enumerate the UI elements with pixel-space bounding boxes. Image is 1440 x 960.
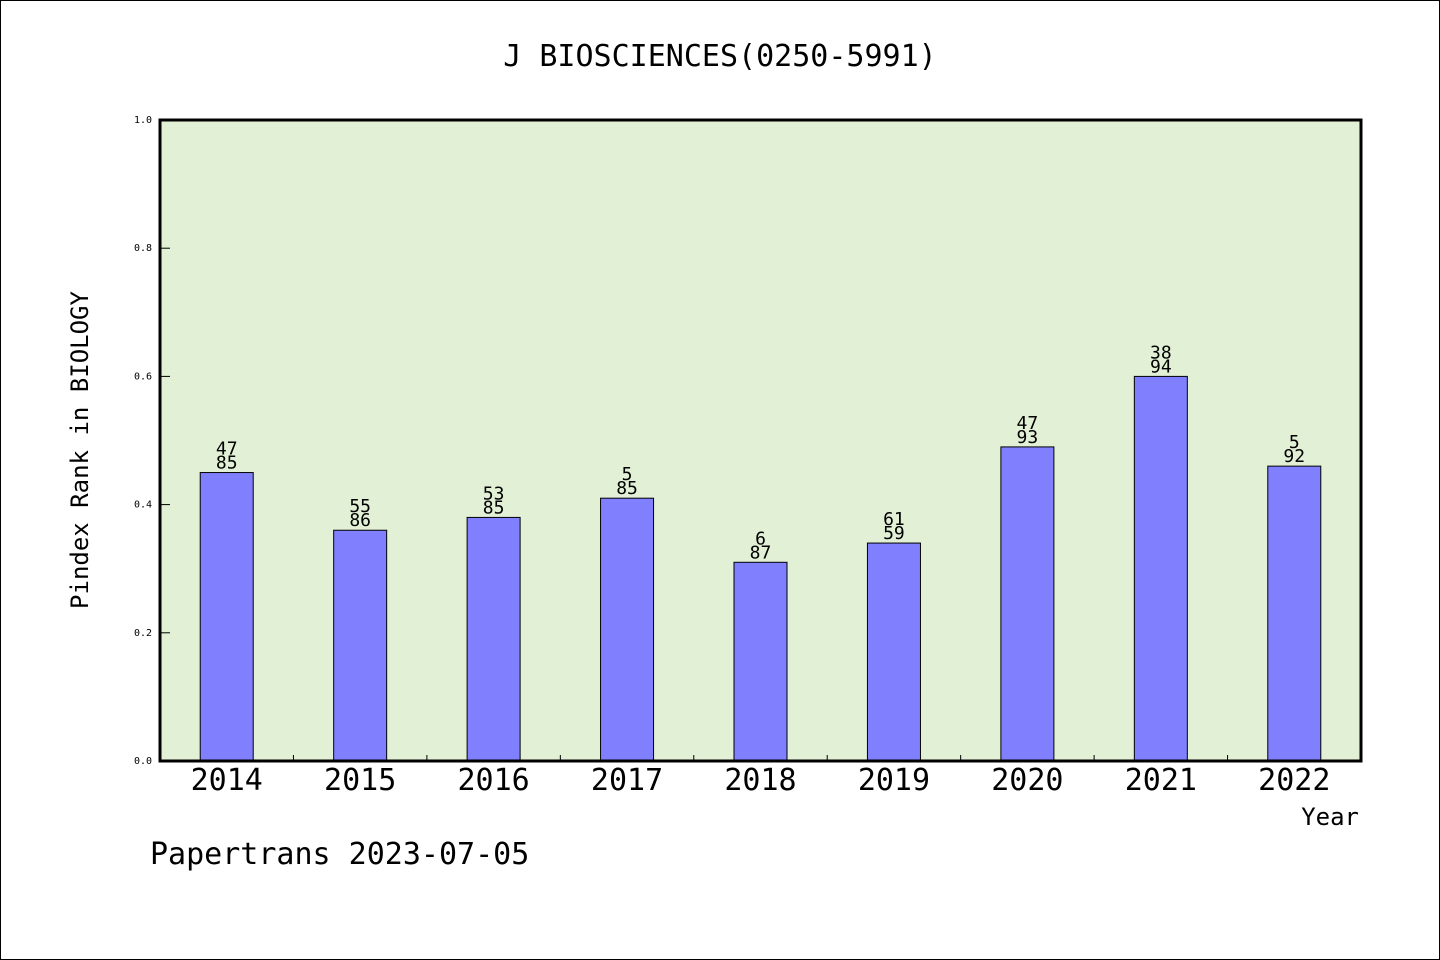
x-tick-label: 2015 [324,763,396,798]
bar-label-top: 53 [483,483,505,504]
y-tick-label: 0.6 [134,371,152,382]
bars [199,375,1322,762]
bar-label-bottom: 87 [750,542,772,563]
bar-label-top: 6 [755,528,766,549]
bar-label-top: 47 [216,439,238,460]
x-axis-label: Year [1301,803,1359,831]
bar-2019 [866,542,921,762]
x-tick-label: 2022 [1258,763,1330,798]
plot-border [158,118,1363,763]
y-tick-label: 0.2 [134,628,152,639]
bar-label-bottom: 92 [1283,446,1305,467]
bar-2022 [1267,465,1322,762]
y-tick-label: 1.0 [134,115,152,126]
x-axis-ticks: 2014 2015 2016 2017 2018 2019 2020 2021 2022 [191,755,1330,798]
bar-label-top: 5 [1289,432,1300,453]
bar-2016 [466,516,521,762]
x-tick-label: 2018 [724,763,796,798]
bar-label-bottom: 59 [883,523,905,544]
bar-label-top: 55 [349,496,371,517]
bar-label-bottom: 94 [1150,356,1172,377]
bar-2017 [600,497,655,762]
chart-title: J BIOSCIENCES(0250-5991) [503,39,936,74]
bar-label-bottom: 93 [1017,427,1039,448]
x-tick-label: 2020 [991,763,1063,798]
y-tick-label: 0.8 [134,243,152,254]
bar-label-top: 5 [622,464,633,485]
y-tick-label: 0.4 [134,500,152,511]
bar-label-bottom: 85 [216,453,238,474]
y-tick-label: 0.0 [134,756,152,767]
bar-label-bottom: 85 [483,497,505,518]
x-tick-label: 2021 [1125,763,1197,798]
x-tick-label: 2019 [858,763,930,798]
bar-label-bottom: 85 [616,478,638,499]
bar-2020 [1000,446,1055,762]
bar-label-top: 38 [1150,342,1172,363]
x-tick-label: 2014 [191,763,263,798]
x-tick-label: 2017 [591,763,663,798]
x-tick-label: 2016 [457,763,529,798]
bar-label-bottom: 86 [349,510,371,531]
bar-2014 [199,472,254,762]
bar-label-top: 47 [1017,413,1039,434]
y-axis-label: Pindex Rank in BIOLOGY [66,291,94,609]
bar-2015 [333,529,388,762]
bar-label-top: 61 [883,509,905,530]
bar-2021 [1133,375,1188,762]
footer-stamp: Papertrans 2023-07-05 [150,837,529,872]
bar-2018 [733,561,788,762]
